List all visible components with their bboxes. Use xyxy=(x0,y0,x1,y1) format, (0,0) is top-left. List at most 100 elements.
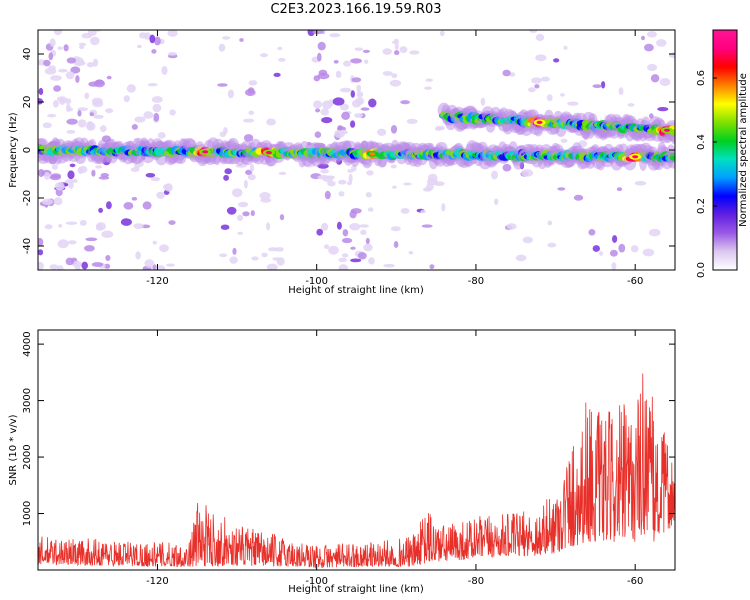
heatmap-cell xyxy=(239,38,244,42)
heatmap-cell xyxy=(237,231,243,235)
heatmap-cell xyxy=(227,89,234,99)
heatmap-cell xyxy=(480,97,486,106)
x-tick-label: -120 xyxy=(146,276,169,287)
heatmap-cell xyxy=(348,173,353,183)
colorbar-tick-label: 0.6 xyxy=(696,70,707,86)
heatmap-cell xyxy=(365,192,372,198)
heatmap-cell xyxy=(47,114,57,118)
heatmap-cell xyxy=(646,31,657,38)
heatmap-cell xyxy=(573,194,584,201)
heatmap-cell xyxy=(668,52,675,58)
heatmap-cell xyxy=(92,58,99,67)
heatmap-cell xyxy=(67,240,77,245)
heatmap-cell xyxy=(648,228,661,237)
heatmap-cell xyxy=(145,173,156,178)
heatmap-cell xyxy=(38,261,44,270)
heatmap-cell xyxy=(133,223,144,229)
heatmap-cell xyxy=(65,221,78,225)
heatmap-x-axis-label: Height of straight line (km) xyxy=(288,285,424,296)
heatmap-cell xyxy=(563,45,568,50)
heatmap-cell xyxy=(354,113,364,118)
heatmap-cell xyxy=(559,93,565,97)
heatmap-cell xyxy=(261,252,268,258)
heatmap-cell xyxy=(342,229,349,237)
heatmap-cell xyxy=(43,59,51,67)
colorbar-tick-label: 0.4 xyxy=(696,134,707,150)
heatmap-cell xyxy=(338,179,347,185)
heatmap-cell xyxy=(38,87,44,96)
heatmap-cell xyxy=(169,109,176,116)
heatmap-cell xyxy=(250,210,255,217)
heatmap-cell xyxy=(529,30,538,33)
heatmap-cell xyxy=(333,60,339,64)
y-tick-label: 2000 xyxy=(22,444,33,469)
heatmap-cell xyxy=(425,78,434,82)
heatmap-cell xyxy=(157,132,166,139)
heatmap-cell xyxy=(150,177,161,182)
heatmap-cell xyxy=(53,100,59,108)
heatmap-cell xyxy=(390,125,398,134)
heatmap-cell xyxy=(202,150,209,154)
heatmap-cell xyxy=(429,264,435,270)
heatmap-cell xyxy=(647,63,658,72)
heatmap-cell xyxy=(259,192,271,200)
heatmap-cell xyxy=(126,84,136,93)
heatmap-cell xyxy=(224,168,232,175)
heatmap-cell xyxy=(53,85,61,92)
heatmap-cell xyxy=(66,118,78,125)
heatmap-cell xyxy=(105,255,111,261)
heatmap-cell xyxy=(54,182,65,191)
heatmap-cell xyxy=(351,99,362,108)
heatmap-cell xyxy=(85,237,98,242)
heatmap-cell xyxy=(64,98,72,105)
heatmap-cell xyxy=(440,30,445,37)
heatmap-cell xyxy=(95,223,103,231)
heatmap-cell xyxy=(531,77,542,84)
heatmap-cell xyxy=(223,127,228,135)
heatmap-cell xyxy=(547,220,553,226)
heatmap-cell xyxy=(131,124,138,130)
heatmap-cell xyxy=(441,203,446,212)
heatmap-cell xyxy=(349,210,357,219)
heatmap-cell xyxy=(64,179,75,184)
heatmap-cell xyxy=(420,209,426,214)
heatmap-cell xyxy=(59,98,66,105)
heatmap-cell xyxy=(164,183,173,192)
heatmap-cell xyxy=(86,122,96,131)
heatmap-cell xyxy=(339,87,352,93)
heatmap-cell xyxy=(229,256,238,264)
heatmap-cell xyxy=(328,99,335,106)
heatmap-cell xyxy=(535,54,547,62)
heatmap-cell xyxy=(560,138,568,143)
snr-panel: -120 -100 -80 -60 1000 2000 3000 4000 Height o… xyxy=(8,329,676,595)
heatmap-cell xyxy=(390,164,397,169)
heatmap-cell xyxy=(48,52,54,61)
heatmap-cell xyxy=(100,173,110,178)
heatmap-cell xyxy=(393,241,399,248)
heatmap-cell xyxy=(149,34,156,44)
heatmap-cell xyxy=(245,169,253,176)
heatmap-cell xyxy=(68,107,73,112)
heatmap-cell xyxy=(406,118,418,124)
heatmap-cell xyxy=(313,75,321,82)
heatmap-cell xyxy=(424,86,432,90)
heatmap-cell xyxy=(42,122,52,129)
heatmap-cell xyxy=(98,207,103,213)
heatmap-cell xyxy=(399,46,408,54)
heatmap-cell xyxy=(350,58,362,64)
heatmap-cell xyxy=(279,214,285,221)
heatmap-cell xyxy=(338,257,347,263)
x-tick-label: -80 xyxy=(468,276,484,287)
heatmap-cell xyxy=(65,71,75,80)
heatmap-cell xyxy=(364,59,369,64)
heatmap-cell xyxy=(106,201,112,210)
heatmap-cell xyxy=(350,246,356,250)
heatmap-cell xyxy=(553,58,560,63)
heatmap-cell xyxy=(315,108,321,113)
heatmap-cell xyxy=(632,155,639,159)
heatmap-cell xyxy=(354,47,364,51)
heatmap-cell xyxy=(669,155,675,161)
heatmap-cell xyxy=(383,263,395,268)
heatmap-cell xyxy=(63,44,69,52)
heatmap-cell xyxy=(77,110,82,117)
